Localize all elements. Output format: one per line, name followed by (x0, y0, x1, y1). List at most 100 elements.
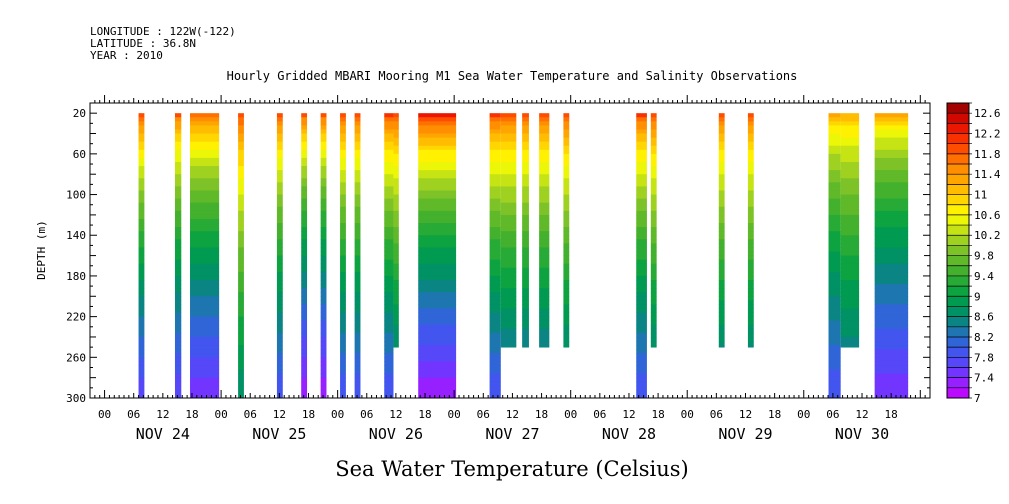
data-cell (340, 133, 346, 138)
data-cell (636, 353, 647, 358)
data-cell (840, 206, 860, 212)
data-cell (174, 271, 182, 277)
data-cell (320, 255, 327, 261)
data-cell (340, 320, 346, 326)
data-cell (650, 271, 657, 277)
data-cell (301, 328, 308, 334)
data-cell (650, 194, 657, 200)
data-cell (384, 210, 394, 216)
data-cell (340, 349, 346, 354)
data-cell (190, 393, 220, 399)
data-cell (320, 288, 327, 293)
y-tick-label: 260 (66, 351, 86, 364)
data-cell (276, 361, 283, 366)
data-cell (276, 137, 283, 143)
data-cell (539, 292, 550, 297)
data-cell (636, 125, 647, 130)
data-cell (238, 328, 244, 334)
data-cell (320, 259, 327, 265)
data-cell (489, 284, 501, 289)
data-cell (500, 133, 517, 138)
data-cell (418, 296, 457, 301)
data-cell (418, 223, 457, 228)
data-cell (718, 280, 725, 285)
data-cell (393, 206, 399, 212)
data-cell (238, 153, 244, 159)
data-cell (190, 284, 220, 289)
data-cell (539, 218, 550, 224)
data-cell (138, 162, 145, 167)
colorbar-swatch (947, 275, 969, 287)
chart-title: Hourly Gridded MBARI Mooring M1 Sea Wate… (227, 69, 798, 83)
data-cell (174, 361, 182, 366)
data-cell (238, 385, 244, 391)
data-cell (190, 336, 220, 342)
data-cell (320, 166, 327, 171)
data-cell (384, 377, 394, 383)
data-cell (190, 235, 220, 240)
data-cell (174, 292, 182, 297)
data-cell (174, 320, 182, 326)
data-cell (418, 267, 457, 273)
data-cell (276, 377, 283, 383)
x-tick-label: 12 (156, 408, 169, 421)
data-cell (874, 365, 909, 370)
data-cell (522, 231, 529, 236)
data-cell (138, 259, 145, 265)
data-cell (393, 255, 399, 261)
data-cell (718, 153, 725, 159)
data-cell (393, 247, 399, 252)
data-cell (828, 271, 841, 277)
data-cell (539, 162, 550, 167)
data-cell (840, 255, 860, 261)
data-cell (238, 332, 244, 338)
data-cell (190, 178, 220, 183)
x-tick-label: 06 (477, 408, 490, 421)
data-cell (301, 174, 308, 179)
data-cell (489, 267, 501, 273)
data-cell (418, 117, 457, 122)
data-cell (393, 324, 399, 330)
data-cell (238, 202, 244, 208)
data-cell (650, 149, 657, 155)
data-cell (393, 275, 399, 281)
data-cell (489, 324, 501, 330)
data-cell (489, 312, 501, 318)
data-cell (650, 141, 657, 147)
data-cell (320, 381, 327, 387)
data-cell (174, 324, 182, 330)
data-cell (238, 308, 244, 313)
data-cell (874, 373, 909, 379)
data-cell (301, 218, 308, 224)
data-cell (174, 304, 182, 309)
data-cell (489, 361, 501, 366)
data-cell (874, 239, 909, 244)
data-cell (840, 178, 860, 183)
data-cell (636, 393, 647, 399)
data-cell (174, 389, 182, 395)
data-cell (874, 271, 909, 277)
data-cell (522, 336, 529, 342)
data-cell (320, 141, 327, 147)
data-cell (522, 312, 529, 318)
data-cell (539, 121, 550, 126)
data-cell (418, 377, 457, 383)
data-cell (384, 381, 394, 387)
data-cell (320, 332, 327, 338)
data-cell (393, 284, 399, 289)
data-cell (138, 243, 145, 248)
data-cell (238, 182, 244, 187)
data-cell (500, 300, 517, 305)
data-cell (384, 153, 394, 159)
data-cell (539, 263, 550, 269)
data-cell (174, 259, 182, 265)
data-cell (718, 190, 725, 195)
data-cell (238, 206, 244, 212)
data-cell (563, 345, 570, 348)
data-cell (301, 162, 308, 167)
data-cell (174, 332, 182, 338)
data-cell (522, 332, 529, 338)
data-cell (522, 182, 529, 187)
data-cell (138, 117, 145, 122)
data-cell (190, 288, 220, 293)
